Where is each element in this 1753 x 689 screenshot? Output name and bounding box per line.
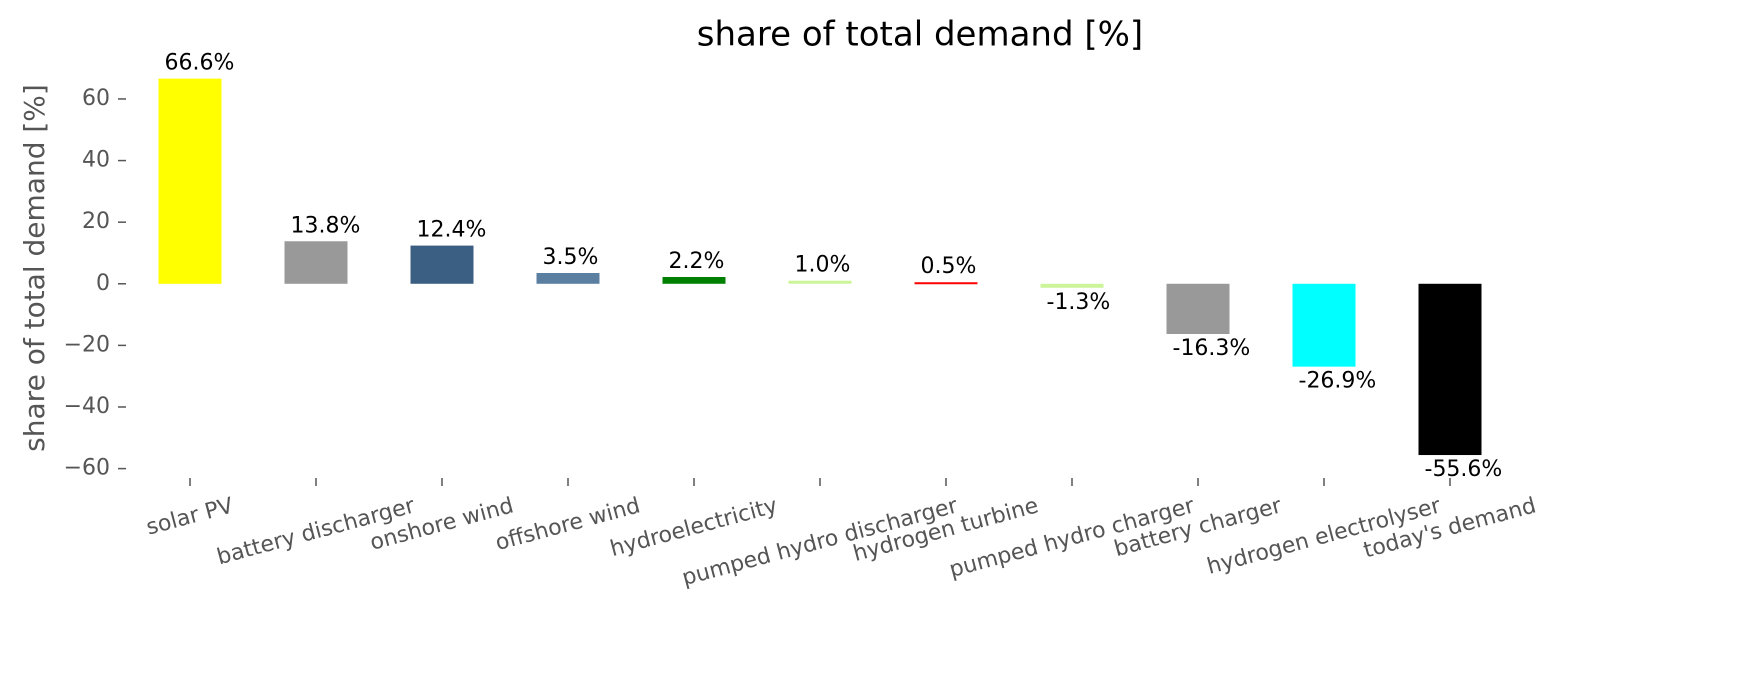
y-tick-label: 60 [82,86,110,111]
y-tick-label: 20 [82,209,110,234]
bar [536,273,600,284]
y-axis-label: share of total demand [%] [18,84,51,452]
x-tick-label: solar PV [144,493,236,540]
value-label: 3.5% [543,245,599,270]
chart-title: share of total demand [%] [697,15,1143,55]
bar [1292,283,1356,367]
value-label: 13.8% [291,213,361,238]
bar [662,277,726,284]
bar [788,280,852,284]
value-label: 66.6% [165,51,235,76]
y-tick-label: −20 [64,332,110,357]
value-label: -1.3% [1047,290,1111,315]
bar [158,78,222,284]
bar [284,241,348,284]
y-tick-label: −40 [64,394,110,419]
y-tick-label: 0 [96,271,110,296]
value-label: -16.3% [1173,336,1251,361]
bar [1418,283,1482,456]
y-tick-label: −60 [64,456,110,481]
value-label: 1.0% [795,253,851,278]
value-label: 0.5% [921,254,977,279]
value-label: 2.2% [669,249,725,274]
bar [914,282,978,285]
value-label: 12.4% [417,218,487,243]
bar [1040,283,1104,288]
y-tick-label: 40 [82,148,110,173]
bar [410,245,474,284]
bar [1166,283,1230,334]
value-label: -55.6% [1425,457,1503,482]
value-label: -26.9% [1299,369,1377,394]
